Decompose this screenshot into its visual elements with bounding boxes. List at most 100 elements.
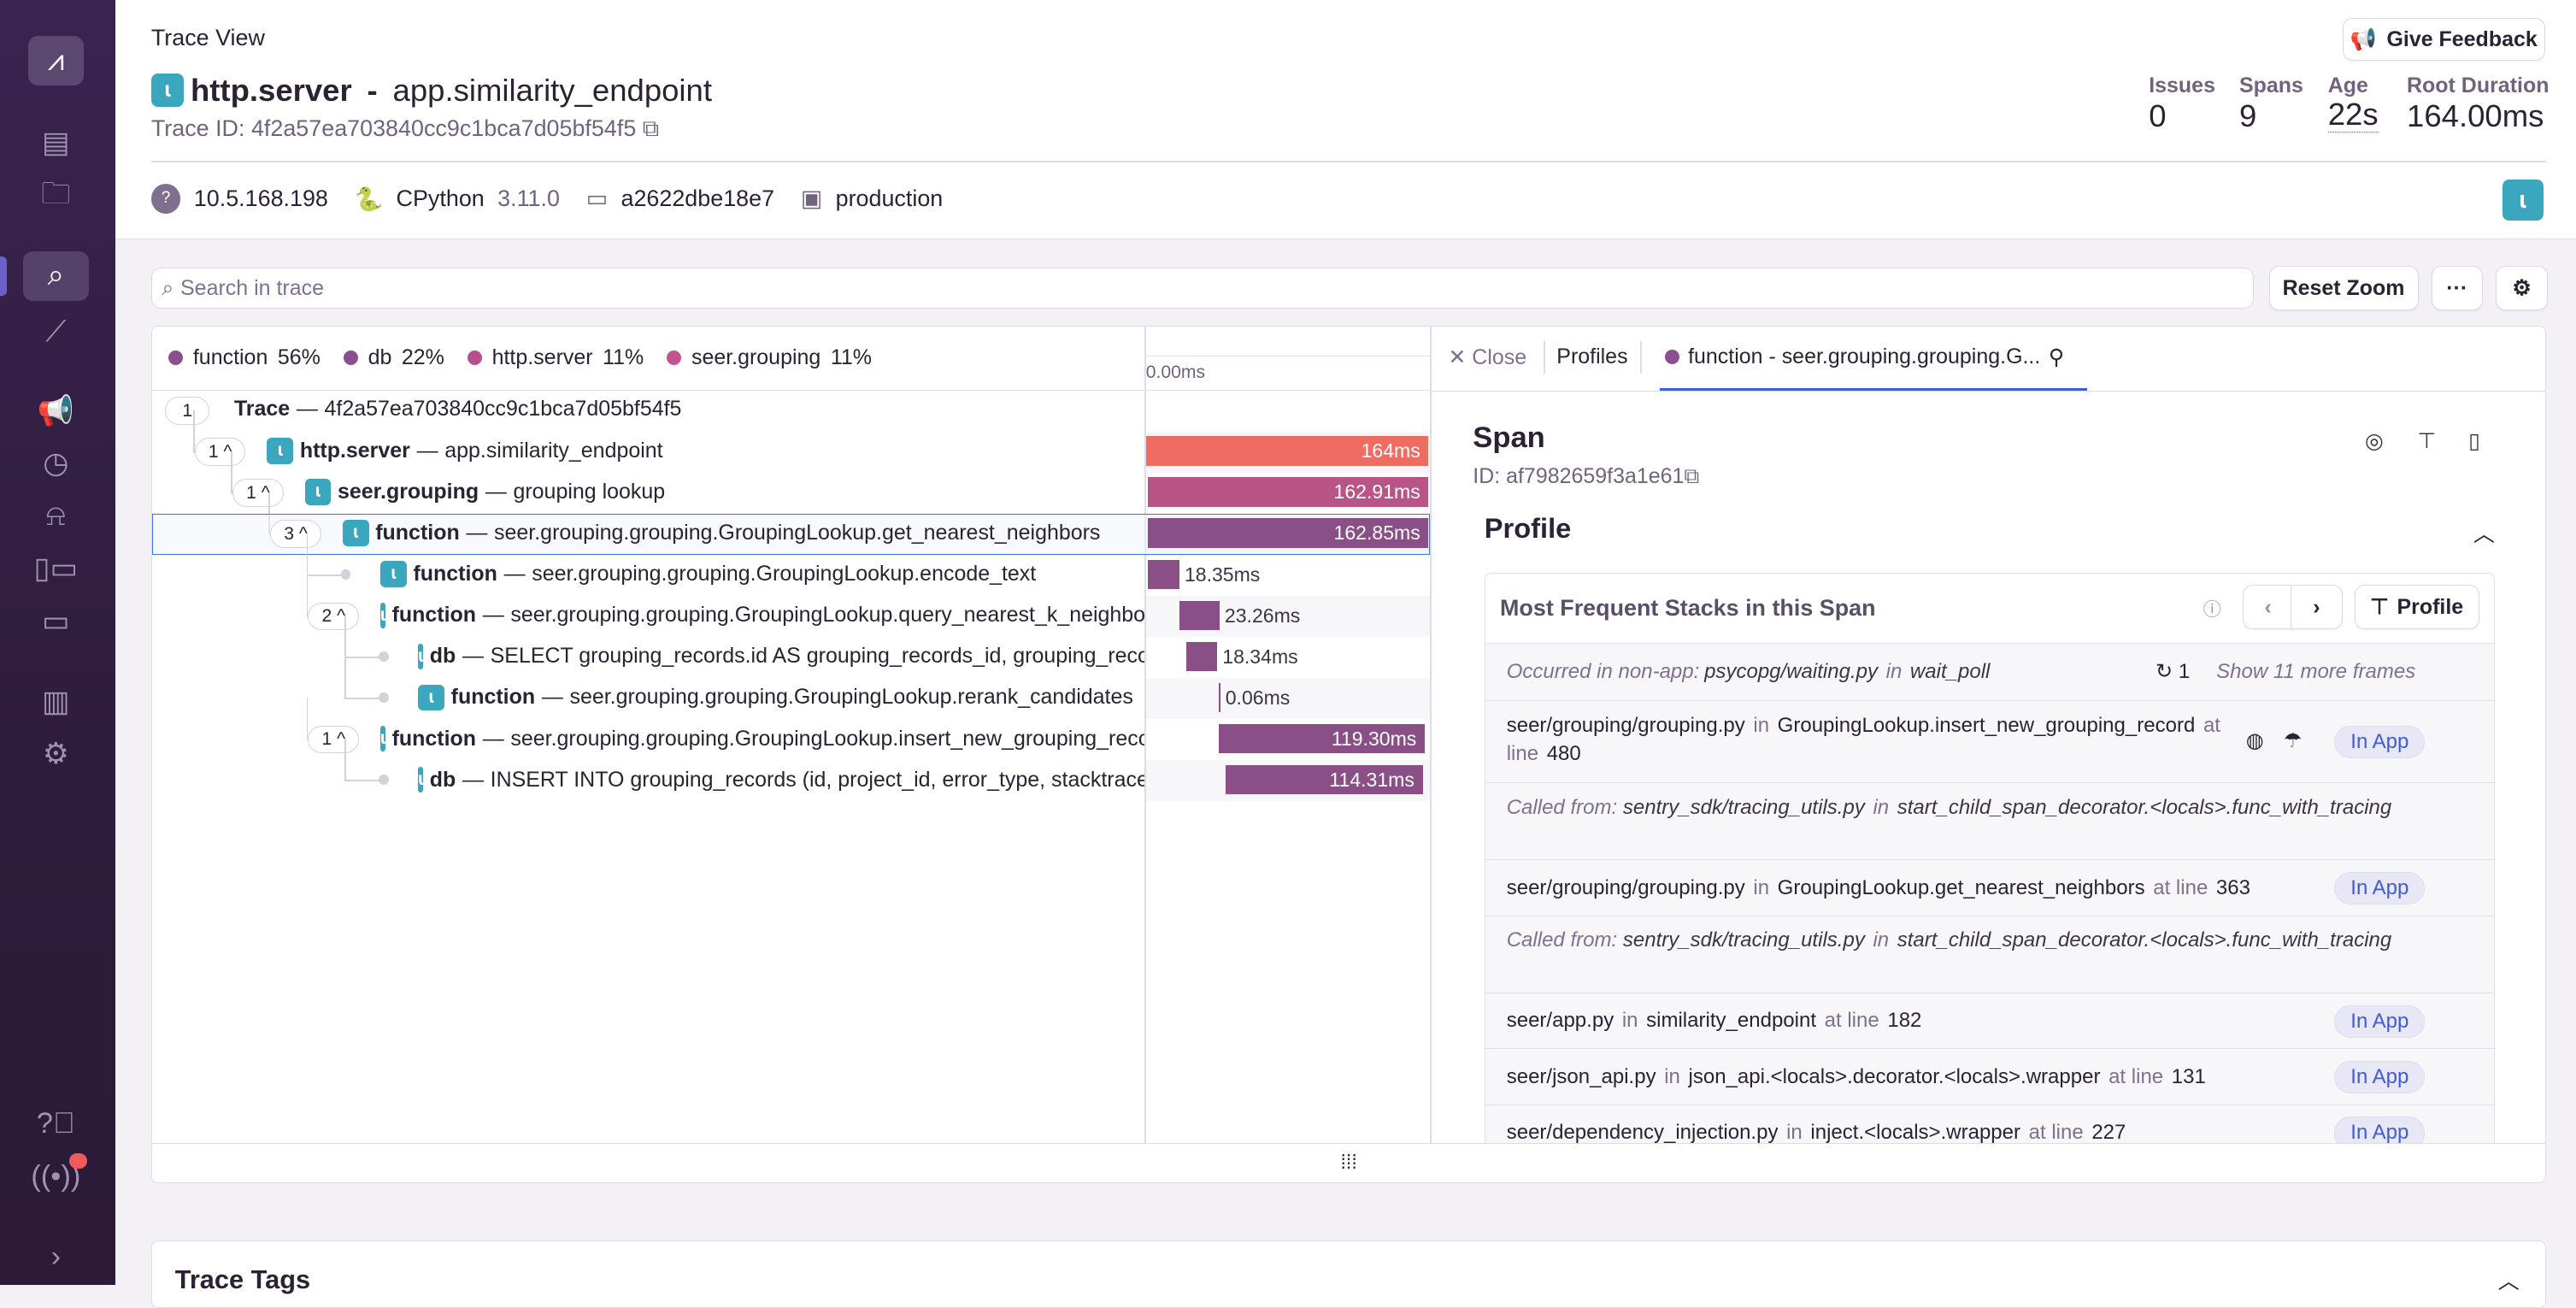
span-description: seer.grouping.grouping.GroupingLookup.re… (569, 685, 1133, 710)
previous-stack-button[interactable]: ‹ (2242, 585, 2294, 630)
expand-badge[interactable]: 2 ^ (308, 602, 360, 631)
expand-badge[interactable]: 1 ^ (232, 479, 284, 508)
stat-value[interactable]: 0 (2149, 98, 2167, 134)
performance-icon[interactable]: ⟋ (45, 315, 67, 348)
span-row[interactable]: 1 ^ ɩ function — seer.grouping.grouping.Grou… (152, 719, 1430, 760)
frame-file: seer/json_api.py (1506, 1064, 1656, 1088)
tree-connector (344, 615, 346, 658)
next-stack-button[interactable]: › (2290, 585, 2344, 630)
divider[interactable] (1430, 326, 1432, 1143)
dashboards-icon[interactable]: ▯▭ (33, 552, 79, 586)
span-bar[interactable] (1148, 518, 1429, 549)
copy-icon[interactable]: ⧉ (1684, 464, 1700, 489)
help-icon[interactable]: ⓘ (2203, 599, 2221, 620)
tab-active-span[interactable]: function - seer.grouping.grouping.G... ⚲ (1660, 327, 2088, 391)
close-label: Close (1472, 345, 1527, 369)
refresh-icon[interactable]: ↻ (2155, 660, 2173, 684)
span-row[interactable]: ɩ function — seer.grouping.grouping.Groupin… (152, 678, 1430, 719)
in-app-badge: In App (2334, 1060, 2426, 1094)
breadcrumb[interactable]: Trace View (150, 24, 265, 50)
sentry-logo-icon[interactable]: ⩘ (27, 36, 85, 85)
expand-badge[interactable]: 1 ^ (308, 725, 360, 754)
more-options-button[interactable]: ··· (2431, 266, 2483, 311)
release[interactable]: a2622dbe18e7 (620, 186, 775, 212)
stack-frame-row[interactable]: seer/json_api.py in json_api.<locals>.deco… (1485, 1048, 2494, 1105)
focus-icon[interactable]: ◎ (2365, 428, 2384, 453)
trace-tags-title[interactable]: Trace Tags (174, 1264, 311, 1295)
span-op: Trace (233, 397, 291, 421)
codecov-icon[interactable]: ☂ (2283, 728, 2303, 752)
page-header: Trace View ɩ http.server - app.similarit… (115, 0, 2576, 239)
python-project-icon[interactable]: ɩ (2502, 179, 2544, 221)
expand-badge[interactable]: 1 ^ (194, 438, 246, 467)
chevron-up-icon[interactable]: ︿ (2497, 1270, 2520, 1294)
span-row[interactable]: ɩ function — seer.grouping.grouping.Groupin… (152, 555, 1430, 596)
divider[interactable] (1144, 326, 1146, 1143)
panel-layout-icon[interactable]: ▯ (2468, 428, 2480, 453)
settings-button[interactable]: ⚙ (2495, 266, 2549, 311)
legend-item-seer-grouping[interactable]: seer.grouping 11% (667, 345, 872, 370)
stat-value[interactable]: 22s (2327, 97, 2379, 133)
span-row[interactable]: ɩ db — SELECT grouping_records.id AS groupi… (152, 637, 1430, 678)
span-label: ɩ function — seer.grouping.grouping.Groupin… (380, 561, 1036, 588)
pin-icon[interactable]: ⚲ (2048, 345, 2065, 369)
stack-frame-row[interactable]: seer/app.py in similarity_endpoint at line 1… (1485, 993, 2494, 1049)
legend-item-http-server[interactable]: http.server 11% (467, 345, 644, 370)
python-icon: ɩ (418, 643, 424, 670)
trace-root-row[interactable]: 1 Trace —4f2a57ea703840cc9c1bca7d05bf54f5 (152, 391, 1430, 432)
stack-frame-row[interactable]: seer/grouping/grouping.py in GroupingLooku… (1485, 859, 2494, 916)
reports-icon[interactable]: ▥ (42, 685, 70, 718)
profile-icon[interactable]: ⊤ (2417, 428, 2437, 453)
close-button[interactable]: ✕ Close (1448, 345, 1526, 370)
expand-badge[interactable]: 1 (165, 397, 210, 425)
frame-text: seer/grouping/grouping.py in GroupingLooku… (1507, 712, 2220, 768)
expand-badge[interactable]: 3 ^ (270, 520, 321, 549)
legend-item-db[interactable]: db 22% (343, 345, 444, 370)
copy-icon[interactable]: ⧉ (642, 115, 659, 141)
span-bar[interactable] (1219, 723, 1425, 754)
give-feedback-button[interactable]: 📢 Give Feedback (2343, 18, 2545, 62)
github-icon[interactable]: ◍ (2245, 728, 2264, 752)
span-row[interactable]: ɩ db — INSERT INTO grouping_records (id, pr… (152, 760, 1430, 801)
span-label: ɩ function — seer.grouping.grouping.Groupin… (342, 520, 1100, 547)
trace-waterfall-panel: function 56% db 22% http.server 11% seer.group… (150, 325, 2547, 1184)
span-row[interactable]: 1 ^ ɩ seer.grouping — grouping lookup (152, 473, 1430, 514)
explore-icon[interactable]: ⌕ (22, 251, 89, 301)
help-icon[interactable]: ?⃝ (36, 1107, 75, 1140)
projects-icon[interactable]: 🗀 (41, 178, 71, 211)
span-row[interactable]: 1 ^ ɩ http.server — app.similarity_endpoint (152, 432, 1430, 473)
chevron-up-icon[interactable]: ︿ (2473, 521, 2495, 546)
span-bar[interactable] (1148, 559, 1180, 590)
legend-item-function[interactable]: function 56% (168, 345, 321, 370)
span-bar[interactable] (1179, 600, 1220, 631)
tree-connector (344, 780, 380, 782)
span-bar[interactable] (1147, 477, 1429, 508)
alerts-icon[interactable]: ⍾ (45, 499, 66, 533)
span-label: ɩ function — seer.grouping.grouping.Groupin… (380, 602, 1144, 629)
open-profile-button[interactable]: ⊤ Profile (2354, 585, 2479, 630)
span-bar[interactable] (1219, 682, 1220, 713)
profile-heading[interactable]: Profile (1484, 511, 1572, 544)
releases-icon[interactable]: ◷ (43, 447, 69, 480)
tab-profiles[interactable]: Profiles (1556, 344, 1628, 368)
span-bar[interactable] (1185, 641, 1218, 672)
stack-frame-row[interactable]: seer/dependency_injection.py in inject.<lo… (1485, 1104, 2494, 1143)
stack-frame-row[interactable]: seer/grouping/grouping.py in GroupingLooku… (1485, 699, 2494, 783)
tree-connector (306, 574, 309, 617)
span-bar[interactable] (1226, 764, 1423, 795)
search-input[interactable]: ⌕ Search in trace (150, 268, 2255, 309)
search-icon: ⌕ (162, 275, 174, 300)
span-row[interactable]: 2 ^ ɩ function — seer.grouping.grouping.Grou… (152, 596, 1430, 637)
resize-handle[interactable]: ⁞⁞⁞ (151, 1142, 2546, 1182)
profile-button-label: Profile (2397, 594, 2464, 619)
collapse-icon[interactable]: › (50, 1240, 62, 1273)
reset-zoom-button[interactable]: Reset Zoom (2268, 266, 2419, 311)
settings-icon[interactable]: ⚙ (42, 738, 69, 771)
stats-icon[interactable]: ▭ (42, 604, 70, 638)
issues-icon[interactable]: ▤ (42, 127, 70, 160)
frame-function: json_api.<locals>.decorator.<locals>.wra… (1688, 1064, 2101, 1088)
span-bar[interactable] (1145, 436, 1429, 466)
tree-dot (340, 569, 351, 580)
show-more-frames-link[interactable]: Show 11 more frames (2216, 659, 2416, 683)
feedback-icon[interactable]: 📢 (37, 394, 74, 427)
